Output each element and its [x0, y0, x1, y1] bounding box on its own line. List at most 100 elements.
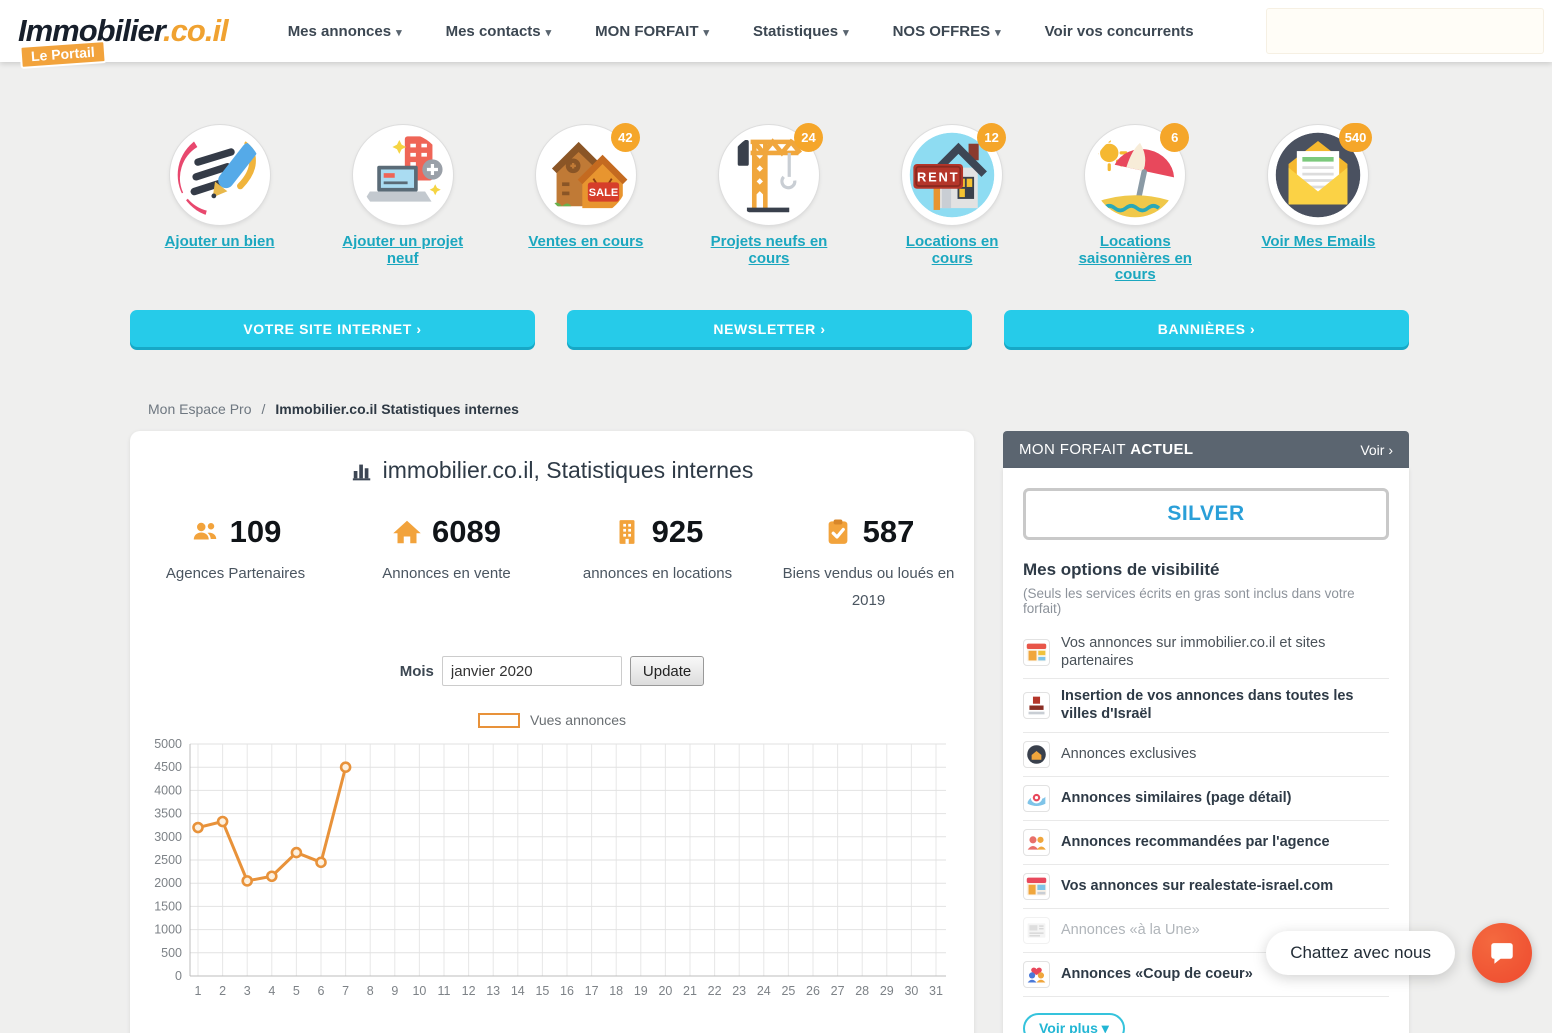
logo-suffix: .co.il	[163, 13, 229, 48]
stats-card: immobilier.co.il, Statistiques internes …	[130, 431, 974, 1033]
svg-text:29: 29	[880, 984, 894, 998]
nav-item-mon-forfait[interactable]: MON FORFAIT ▾	[595, 22, 710, 40]
nav-item-statistiques[interactable]: Statistiques ▾	[753, 22, 849, 40]
breadcrumb-parent[interactable]: Mon Espace Pro	[148, 401, 252, 417]
views-chart: 1 2 3 4 5 6 7 8 9 10 11 12 13 14 15 16 17 18 19 20 21 22 23 24 2…	[142, 734, 974, 1011]
quick-action-label: Projets neufs en cours	[710, 233, 828, 267]
quick-action-label: Locations en cours	[905, 233, 999, 267]
nav-item-nos-offres[interactable]: NOS OFFRES ▾	[892, 22, 1001, 40]
svg-text:24: 24	[757, 984, 771, 998]
beach-icon	[1092, 132, 1178, 218]
chevron-down-icon: ▾	[995, 26, 1001, 39]
insertion-stamp-icon	[1023, 691, 1050, 719]
nav-highlight-placeholder	[1266, 8, 1544, 54]
chat-invite-bubble[interactable]: Chattez avec nous	[1266, 931, 1455, 975]
bannieres-button[interactable]: BANNIÈRES ›	[1004, 310, 1409, 347]
stats-row: 109 Agences Partenaires 6089 Annonces en…	[130, 514, 974, 614]
quick-action-locations-en-cours[interactable]: RENT 12 Locations en cours	[861, 123, 1044, 310]
svg-text:22: 22	[708, 984, 722, 998]
svg-text:4000: 4000	[154, 783, 182, 797]
site-partners-icon	[1023, 638, 1050, 666]
svg-text:16: 16	[560, 984, 574, 998]
svg-text:5000: 5000	[154, 737, 182, 751]
nav-item-mes-contacts[interactable]: Mes contacts ▾	[445, 22, 552, 40]
stat-label: annonces en locations	[582, 565, 733, 582]
quick-action-projets-neufs[interactable]: 24 Projets neufs en cours	[677, 123, 860, 310]
voir-plus-button[interactable]: Voir plus ▾	[1023, 1012, 1125, 1033]
svg-text:1000: 1000	[154, 923, 182, 937]
visibility-options-title: Mes options de visibilité	[1023, 560, 1220, 579]
pen-icon	[177, 132, 262, 218]
breadcrumb-separator: /	[261, 401, 266, 417]
option-annonces-coup-de-coeur[interactable]: Annonces «Coup de coeur»	[1023, 953, 1389, 997]
quick-action-label: Locations saisonnières en cours	[1078, 233, 1192, 283]
house-rent-icon: RENT	[909, 132, 995, 218]
legend-label: Vues annonces	[530, 712, 626, 728]
stat-value: 925	[651, 514, 704, 549]
stat-label: Biens vendus ou loués en 2019	[782, 565, 955, 609]
exclusive-badge-icon	[1023, 740, 1050, 768]
svg-text:12: 12	[462, 984, 476, 998]
svg-text:11: 11	[438, 984, 451, 998]
chevron-down-icon: ▾	[843, 26, 849, 39]
chat-launcher-button[interactable]	[1472, 923, 1532, 983]
option-site-partenaires[interactable]: Vos annonces sur immobilier.co.il et sit…	[1023, 626, 1389, 680]
svg-text:2000: 2000	[154, 876, 182, 890]
quick-action-ajouter-bien[interactable]: Ajouter un bien	[128, 125, 311, 310]
stat-value: 6089	[432, 514, 501, 549]
forfait-header: MON FORFAIT ACTUEL Voir ›	[1003, 431, 1409, 468]
quick-action-locations-saisonnieres[interactable]: 6 Locations saisonnières en cours	[1044, 123, 1227, 310]
visibility-options-note: (Seuls les services écrits en gras sont …	[1023, 586, 1355, 616]
month-label: Mois	[399, 662, 434, 680]
badge-count: 42	[610, 123, 640, 152]
badge-count: 540	[1338, 123, 1373, 152]
votre-site-internet-button[interactable]: VOTRE SITE INTERNET ›	[130, 310, 535, 347]
quick-action-ajouter-projet-neuf[interactable]: Ajouter un projet neuf	[311, 125, 494, 310]
newsletter-button[interactable]: NEWSLETTER ›	[567, 310, 972, 347]
stat-agences-partenaires: 109 Agences Partenaires	[130, 514, 341, 614]
stats-card-title: immobilier.co.il, Statistiques internes	[130, 457, 974, 484]
current-plan-badge[interactable]: SILVER	[1023, 488, 1389, 540]
option-realestate-israel[interactable]: Vos annonces sur realestate-israel.com	[1023, 865, 1389, 909]
svg-text:6: 6	[318, 984, 325, 998]
svg-text:3: 3	[244, 984, 251, 998]
update-button[interactable]: Update	[629, 656, 705, 686]
svg-text:4: 4	[268, 984, 275, 998]
option-annonces-a-la-une[interactable]: Annonces «à la Une»	[1023, 909, 1389, 953]
forfait-voir-link[interactable]: Voir ›	[1360, 441, 1393, 458]
site-logo[interactable]: Immobilier.co.il Le Portail	[18, 13, 229, 69]
bar-chart-icon	[352, 464, 370, 480]
quick-action-voir-emails[interactable]: 540 Voir Mes Emails	[1227, 123, 1410, 310]
quick-action-label: Ajouter un bien	[164, 233, 275, 250]
nav-item-mes-annonces[interactable]: Mes annonces ▾	[287, 22, 402, 40]
option-insertion-villes[interactable]: Insertion de vos annonces dans toutes le…	[1023, 679, 1389, 733]
nav-item-voir-concurrents[interactable]: Voir vos concurrents	[1044, 22, 1194, 40]
svg-text:30: 30	[904, 984, 918, 998]
clipboard-check-icon	[828, 519, 847, 544]
svg-text:8: 8	[367, 984, 374, 998]
quick-action-ventes-en-cours[interactable]: SALE 42 Ventes en cours	[494, 123, 677, 310]
svg-text:1500: 1500	[154, 899, 182, 913]
svg-text:3500: 3500	[154, 807, 182, 821]
chat-bubble-icon	[1491, 943, 1513, 964]
line-chart: 1 2 3 4 5 6 7 8 9 10 11 12 13 14 15 16 17 18 19 20 21 22 23 24 2…	[154, 737, 946, 998]
newspaper-icon	[1023, 916, 1050, 944]
option-annonces-recommandees[interactable]: Annonces recommandées par l'agence	[1023, 821, 1389, 865]
option-annonces-similaires[interactable]: Annonces similaires (page détail)	[1023, 777, 1389, 821]
svg-text:28: 28	[855, 984, 869, 998]
house-sale-icon: SALE	[543, 132, 629, 218]
breadcrumb-current: Immobilier.co.il Statistiques internes	[275, 401, 519, 417]
stat-annonces-en-locations: 925 annonces en locations	[552, 514, 763, 614]
option-annonces-exclusives[interactable]: Annonces exclusives	[1023, 733, 1389, 777]
chevron-down-icon: ▾	[396, 26, 402, 39]
svg-text:5: 5	[293, 984, 300, 998]
svg-text:23: 23	[732, 984, 746, 998]
chart-legend: Vues annonces	[130, 712, 974, 728]
stat-label: Agences Partenaires	[165, 565, 306, 582]
top-navigation: Immobilier.co.il Le Portail Mes annonces…	[0, 0, 1552, 69]
svg-text:SALE: SALE	[589, 187, 618, 199]
forfait-header-title: MON FORFAIT ACTUEL	[1019, 441, 1194, 458]
month-input[interactable]	[441, 656, 622, 686]
stat-value: 109	[229, 514, 282, 549]
svg-text:0: 0	[175, 969, 182, 983]
